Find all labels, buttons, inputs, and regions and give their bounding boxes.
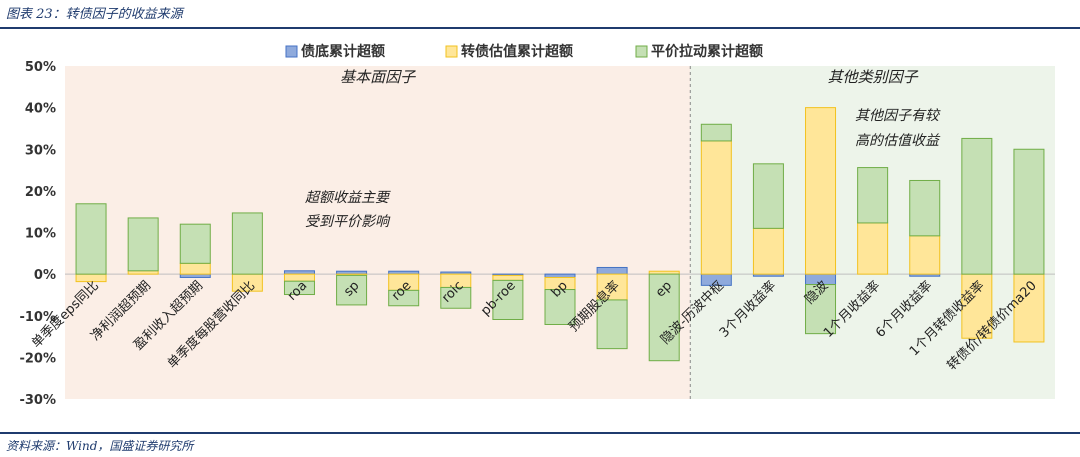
y-tick-label: 40% bbox=[25, 102, 56, 117]
bar-segment bbox=[179, 223, 211, 264]
bar-segment bbox=[127, 217, 159, 272]
bar-segment bbox=[700, 123, 732, 142]
bar-segment bbox=[909, 235, 941, 275]
y-axis: 50% 40% 30% 20% 10% 0% -10% -20% -30% bbox=[19, 60, 56, 408]
legend-swatch bbox=[285, 45, 298, 58]
bar-segment bbox=[805, 107, 837, 275]
bar-segment bbox=[231, 212, 263, 275]
legend-swatch bbox=[635, 45, 648, 58]
bar-segment bbox=[805, 284, 837, 335]
y-tick-label: 10% bbox=[25, 227, 56, 242]
legend-label: 债底累计超额 bbox=[301, 43, 385, 60]
annotation: 超额收益主要受到平价影响 bbox=[305, 190, 391, 230]
bar-segment bbox=[1013, 273, 1045, 343]
region-background bbox=[65, 66, 691, 399]
y-tick-label: 30% bbox=[25, 143, 56, 158]
legend-swatch bbox=[445, 45, 458, 58]
bar-segment bbox=[179, 262, 211, 275]
legend-label: 平价拉动累计超额 bbox=[651, 43, 763, 60]
y-tick-label: 20% bbox=[25, 185, 56, 200]
bar-segment bbox=[700, 140, 732, 275]
bar-segment bbox=[909, 179, 941, 237]
bar-series bbox=[75, 107, 1045, 362]
region-title: 基本面因子 bbox=[340, 68, 416, 86]
y-tick-label: 0% bbox=[34, 268, 56, 283]
bar-segment bbox=[1013, 148, 1045, 275]
bar-segment bbox=[75, 203, 107, 275]
bar-segment bbox=[857, 222, 889, 275]
bar-segment bbox=[752, 163, 784, 229]
header-rule bbox=[0, 27, 1080, 29]
bar-segment bbox=[752, 227, 784, 275]
bar-segment bbox=[857, 167, 889, 224]
bar-segment bbox=[961, 273, 993, 339]
bar-segment bbox=[492, 279, 524, 320]
annotation: 其他因子有较高的估值收益 bbox=[855, 108, 941, 149]
bar-segment bbox=[596, 266, 628, 275]
figure-source: 资料来源：Wind，国盛证券研究所 bbox=[6, 439, 194, 453]
figure-header: 图表 23：转债因子的收益来源 bbox=[0, 0, 1080, 28]
figure-title: 图表 23：转债因子的收益来源 bbox=[6, 7, 183, 22]
legend-label: 转债估值累计超额 bbox=[461, 43, 573, 60]
bar-segment bbox=[648, 273, 680, 362]
bar-segment bbox=[544, 289, 576, 325]
bar-segment bbox=[336, 274, 368, 306]
bar-segment bbox=[440, 286, 472, 309]
annotations: 超额收益主要受到平价影响 其他因子有较高的估值收益 bbox=[305, 108, 941, 230]
y-tick-label: -20% bbox=[19, 351, 56, 366]
y-tick-label: -10% bbox=[19, 310, 56, 325]
region-backgrounds: 基本面因子 其他类别因子 bbox=[65, 66, 1055, 399]
bar-segment bbox=[961, 137, 993, 275]
legend: 债底累计超额 转债估值累计超额 平价拉动累计超额 bbox=[285, 43, 763, 60]
region-title: 其他类别因子 bbox=[828, 68, 919, 86]
bar-segment bbox=[388, 289, 420, 307]
stacked-bar-chart: 基本面因子 其他类别因子 50% 40% 30% 20% 10% 0% -10% -20% -30… bbox=[19, 43, 1055, 408]
y-tick-label: 50% bbox=[25, 60, 56, 75]
bar-segment bbox=[283, 280, 315, 296]
footer-rule bbox=[0, 432, 1080, 434]
bar-segment bbox=[596, 299, 628, 350]
y-tick-label: -30% bbox=[19, 393, 56, 408]
